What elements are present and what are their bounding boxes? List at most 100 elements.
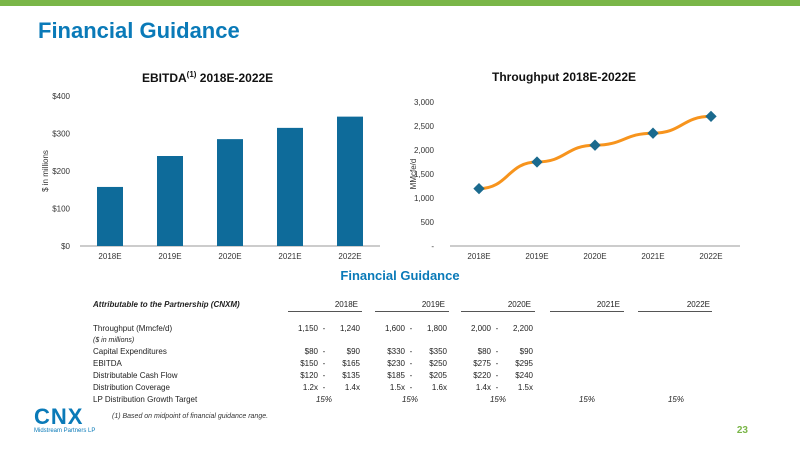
table-range-high: $240: [515, 371, 533, 380]
footnote: (1) Based on midpoint of financial guida…: [112, 413, 269, 420]
table-range-low: $150: [300, 359, 318, 368]
table-range-low: $330: [387, 347, 405, 356]
table-growth-value: 15%: [401, 395, 418, 404]
ebitda-x-tick-label: 2021E: [278, 252, 301, 261]
ebitda-bar: [97, 186, 123, 246]
throughput-point: [589, 139, 601, 151]
ebitda-bar: [157, 156, 183, 246]
throughput-y-tick-label: 2,000: [414, 146, 435, 155]
table-range-dash: -: [322, 347, 326, 356]
table-range-high: $135: [342, 371, 360, 380]
throughput-x-tick-label: 2020E: [583, 252, 606, 261]
table-range-low: $80: [477, 347, 491, 356]
throughput-line-chart: - 500 1,000 1,500 2,000 2,500 3,000 MMcfe/d 2018…: [409, 98, 740, 261]
table-growth-value: 15%: [578, 395, 595, 404]
table-row-label: Distributable Cash Flow: [93, 371, 178, 380]
throughput-y-tick-label: 1,500: [414, 170, 435, 179]
throughput-x-tick-label: 2018E: [467, 252, 490, 261]
ebitda-y-tick-label: $300: [52, 130, 70, 139]
table-range-dash: -: [409, 383, 413, 392]
table-header-label: Attributable to the Partnership (CNXM): [93, 300, 240, 309]
throughput-y-tick-label: 1,000: [414, 194, 435, 203]
table-range-low: 1,150: [297, 324, 318, 333]
throughput-series-line: [478, 114, 712, 191]
throughput-point: [531, 156, 543, 168]
table-range-dash: -: [495, 383, 499, 392]
table-header-rule: [550, 311, 624, 312]
table-growth-value: 15%: [315, 395, 332, 404]
table-row-label: LP Distribution Growth Target: [93, 395, 198, 404]
table-range-high: $205: [429, 371, 447, 380]
throughput-y-tick-label: 500: [421, 218, 435, 227]
ebitda-y-tick-label: $100: [52, 205, 70, 214]
ebitda-x-tick-label: 2020E: [218, 252, 241, 261]
throughput-chart-title: Throughput 2018E-2022E: [492, 70, 637, 84]
table-range-high: $165: [342, 359, 360, 368]
table-range-high: 1.5x: [517, 383, 533, 392]
ebitda-bar-chart: $0 $100 $200 $300 $400 $ in millions 2018E 2019…: [41, 92, 380, 261]
table-range-low: $120: [300, 371, 318, 380]
throughput-y-tick-label: -: [431, 242, 434, 251]
table-range-low: $80: [304, 347, 318, 356]
table-growth-value: 15%: [667, 395, 684, 404]
throughput-point: [473, 182, 485, 195]
table-header-year: 2021E: [596, 300, 620, 309]
table-range-high: $90: [519, 347, 533, 356]
page-number: 23: [736, 425, 748, 436]
table-range-dash: -: [322, 371, 326, 380]
table-range-low: $230: [387, 359, 405, 368]
table-range-dash: -: [409, 359, 413, 368]
table-header-year: 2022E: [686, 300, 710, 309]
table-range-high: 1,240: [339, 324, 360, 333]
table-range-low: 1.5x: [389, 383, 405, 392]
throughput-x-tick-label: 2022E: [699, 252, 722, 261]
table-range-low: $220: [473, 371, 491, 380]
table-row-label: Capital Expenditures: [93, 347, 167, 356]
table-range-dash: -: [409, 371, 413, 380]
table-range-high: 1.6x: [431, 383, 447, 392]
table-range-low: $275: [473, 359, 491, 368]
ebitda-y-tick-label: $200: [52, 167, 70, 176]
table-header-rule: [461, 311, 535, 312]
table-header-year: 2019E: [421, 300, 445, 309]
throughput-y-tick-label: 2,500: [414, 122, 435, 131]
ebitda-bar: [337, 116, 363, 246]
table-row-label: ($ in millions): [93, 337, 135, 344]
table-range-low: 2,000: [470, 324, 491, 333]
table-range-dash: -: [495, 324, 499, 333]
throughput-x-tick-label: 2021E: [641, 252, 664, 261]
table-range-dash: -: [495, 371, 499, 380]
ebitda-title-suffix: 2018E-2022E: [196, 71, 274, 85]
table-range-dash: -: [322, 383, 326, 392]
table-range-low: $185: [387, 371, 405, 380]
ebitda-x-tick-label: 2022E: [338, 252, 361, 261]
table-range-low: 1,600: [384, 324, 405, 333]
table-range-low: 1.4x: [475, 383, 491, 392]
table-row-label: EBITDA: [93, 359, 122, 368]
table-range-low: 1.2x: [302, 383, 318, 392]
table-header-year: 2020E: [507, 300, 531, 309]
throughput-y-tick-label: 3,000: [414, 98, 435, 107]
table-range-dash: -: [409, 324, 413, 333]
ebitda-title-superscript: (1): [186, 70, 197, 79]
table-header-rule: [288, 311, 362, 312]
ebitda-bar: [277, 127, 303, 246]
logo-subtitle: Midstream Partners LP: [34, 428, 96, 434]
table-header-year: 2018E: [334, 300, 358, 309]
top-accent-bar: [0, 0, 800, 6]
ebitda-title-text: EBITDA: [142, 71, 187, 85]
ebitda-x-tick-label: 2018E: [98, 252, 121, 261]
throughput-point: [705, 110, 717, 123]
throughput-y-axis-label: MMcfe/d: [409, 159, 418, 190]
ebitda-y-tick-label: $400: [52, 92, 70, 101]
table-header-rule: [375, 311, 449, 312]
table-range-high: $350: [429, 347, 447, 356]
table-growth-value: 15%: [489, 395, 506, 404]
table-range-high: 2,200: [512, 324, 533, 333]
table-header-rule: [638, 311, 712, 312]
ebitda-x-tick-label: 2019E: [158, 252, 181, 261]
table-range-high: 1.4x: [344, 383, 360, 392]
slide-title: Financial Guidance: [38, 18, 240, 43]
table-range-high: $295: [515, 359, 533, 368]
table-range-high: $90: [346, 347, 360, 356]
